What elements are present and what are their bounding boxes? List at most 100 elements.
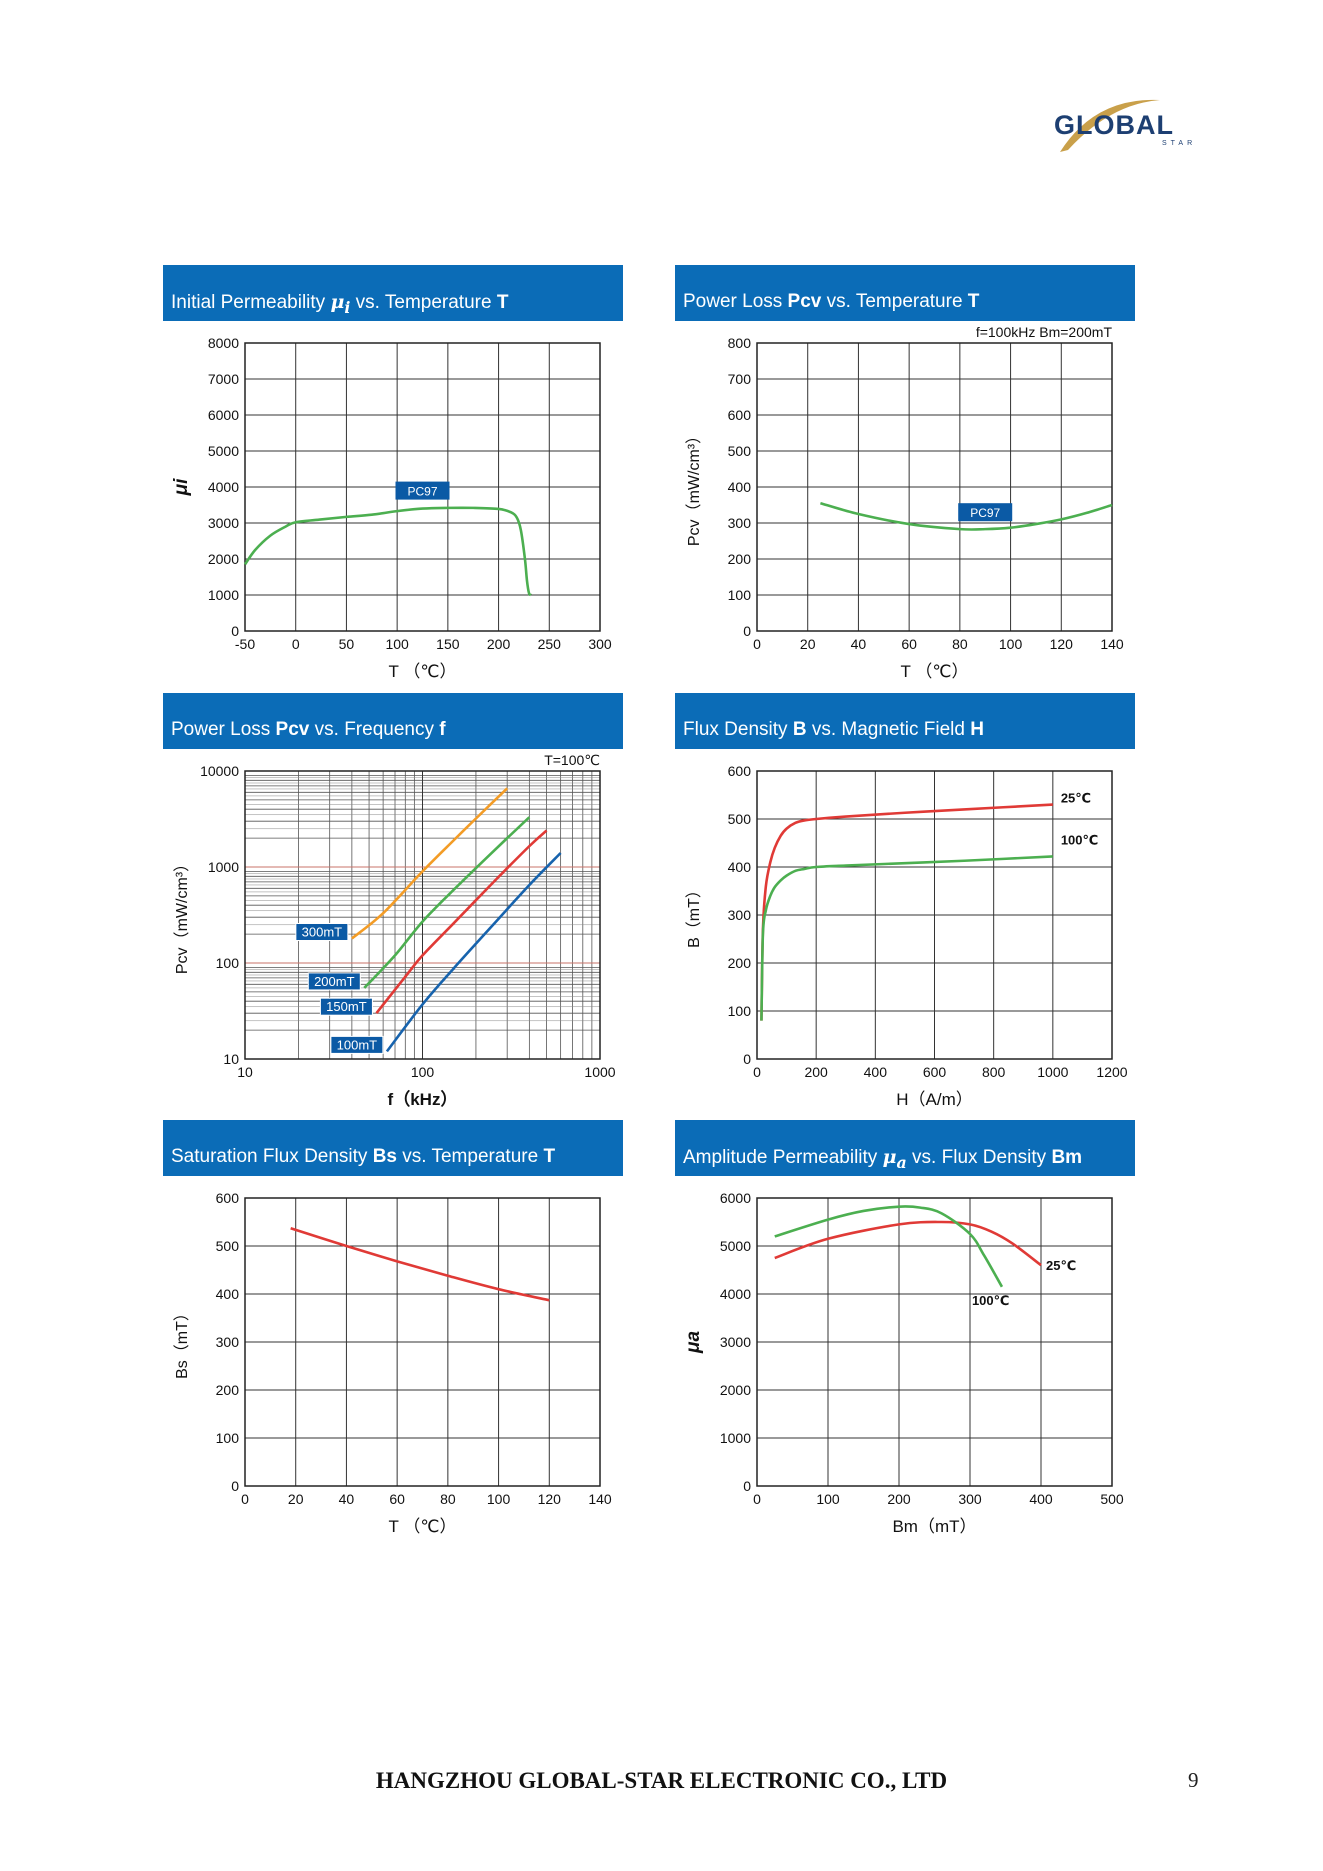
y-tick-label: 200 bbox=[728, 551, 752, 567]
plot-frame bbox=[244, 342, 601, 632]
chart-header: Saturation Flux Density Bs vs. Temperatu… bbox=[163, 1120, 623, 1176]
x-tick-label: 800 bbox=[982, 1064, 1006, 1080]
y-tick-label: 1000 bbox=[720, 1430, 751, 1446]
series-line-100 bbox=[760, 855, 1053, 1021]
x-tick-label: 100 bbox=[411, 1064, 435, 1080]
y-tick-label: 600 bbox=[216, 1190, 240, 1206]
chart-plot: 0 20 40 60 80 100 120 140 0 100 200 300 400 500 600 T （… bbox=[173, 1190, 612, 1536]
series-label: 25℃ bbox=[1046, 1258, 1076, 1273]
y-axis-label: B（mT） bbox=[685, 882, 703, 948]
x-tick-label: 0 bbox=[753, 1064, 761, 1080]
y-tick-label: 500 bbox=[728, 811, 752, 827]
y-axis-label: μi bbox=[171, 478, 192, 496]
y-axis-label: Pcv（mW/cm³） bbox=[173, 856, 191, 974]
series-line-100 bbox=[774, 1205, 1004, 1288]
x-tick-label: 40 bbox=[339, 1491, 355, 1507]
y-tick-label: 400 bbox=[216, 1286, 240, 1302]
series-line-200mT bbox=[363, 816, 531, 989]
series-label: 100mT bbox=[337, 1037, 378, 1052]
chart-plot: 0 20 40 60 80 100 120 140 0 100 200 300 400 500 600 700… bbox=[685, 324, 1124, 681]
y-tick-label: 0 bbox=[743, 1051, 751, 1067]
x-tick-label: 140 bbox=[1100, 636, 1124, 652]
y-tick-label: 800 bbox=[728, 335, 752, 351]
series-label: 100℃ bbox=[1061, 832, 1098, 847]
y-tick-label: 2000 bbox=[720, 1382, 751, 1398]
y-tick-label: 6000 bbox=[720, 1190, 751, 1206]
chart-panel-powerloss-frequency: Power Loss Pcv vs. Frequency f 10 100 1000… bbox=[163, 693, 623, 1113]
y-tick-label: 100 bbox=[216, 1430, 240, 1446]
chart-note: T=100℃ bbox=[544, 752, 600, 768]
x-tick-label: 400 bbox=[1029, 1491, 1053, 1507]
y-tick-label: 3000 bbox=[720, 1334, 751, 1350]
logo-subtext: STAR bbox=[1162, 140, 1197, 147]
footer-company-name: HANGZHOU GLOBAL-STAR ELECTRONIC CO., LTD bbox=[375, 1768, 948, 1793]
series-line-25 bbox=[774, 1220, 1042, 1267]
y-tick-label: 400 bbox=[728, 859, 752, 875]
x-tick-label: 120 bbox=[538, 1491, 562, 1507]
x-axis-label: T （℃） bbox=[901, 662, 969, 681]
chart-header: Amplitude Permeability μa vs. Flux Densi… bbox=[675, 1120, 1135, 1176]
series-label: 200mT bbox=[314, 974, 355, 989]
x-tick-label: 120 bbox=[1050, 636, 1074, 652]
y-tick-label: 100 bbox=[728, 587, 752, 603]
x-tick-label: 200 bbox=[487, 636, 511, 652]
y-tick-label: 500 bbox=[728, 443, 752, 459]
x-tick-label: 100 bbox=[816, 1491, 840, 1507]
logo-swoosh-icon bbox=[1060, 99, 1160, 152]
x-tick-label: 50 bbox=[339, 636, 355, 652]
x-tick-label: 10 bbox=[237, 1064, 253, 1080]
y-axis-label: μa bbox=[683, 1331, 704, 1354]
y-tick-label: 600 bbox=[728, 763, 752, 779]
y-tick-label: 0 bbox=[231, 623, 239, 639]
y-tick-label: 200 bbox=[728, 955, 752, 971]
grid bbox=[756, 770, 1113, 1060]
chart-title: Power Loss Pcv vs. Frequency f bbox=[171, 719, 446, 740]
x-tick-label: 100 bbox=[487, 1491, 511, 1507]
x-tick-label: 100 bbox=[999, 636, 1023, 652]
series-badge bbox=[295, 922, 349, 941]
chart-panel-powerloss-temperature: Power Loss Pcv vs. Temperature T 0 20 40 60… bbox=[675, 265, 1135, 685]
x-tick-label: 100 bbox=[385, 636, 409, 652]
series-badge bbox=[319, 997, 373, 1016]
y-tick-label: 700 bbox=[728, 371, 752, 387]
plot-frame bbox=[244, 770, 601, 1060]
x-tick-label: 200 bbox=[887, 1491, 911, 1507]
y-tick-label: 10000 bbox=[200, 763, 239, 779]
chart-note: f=100kHz Bm=200mT bbox=[976, 324, 1113, 340]
chart-panel-permeability-temperature: Initial Permeability μi vs. Temperature … bbox=[163, 265, 623, 685]
x-tick-label: 140 bbox=[588, 1491, 612, 1507]
y-tick-label: 600 bbox=[728, 407, 752, 423]
y-tick-label: 300 bbox=[728, 907, 752, 923]
x-tick-label: 80 bbox=[952, 636, 968, 652]
x-tick-label: 60 bbox=[901, 636, 917, 652]
chart-header: Power Loss Pcv vs. Frequency f bbox=[163, 693, 623, 749]
y-tick-label: 200 bbox=[216, 1382, 240, 1398]
material-badge-label: PC97 bbox=[407, 485, 437, 499]
x-tick-label: 300 bbox=[958, 1491, 982, 1507]
y-tick-label: 4000 bbox=[208, 479, 239, 495]
y-tick-label: 4000 bbox=[720, 1286, 751, 1302]
series-line-150mT bbox=[375, 829, 548, 1015]
logo-text: GLOBAL bbox=[1054, 110, 1174, 140]
y-tick-label: 500 bbox=[216, 1238, 240, 1254]
x-tick-label: 20 bbox=[288, 1491, 304, 1507]
page-number: 9 bbox=[1188, 1768, 1199, 1792]
material-badge bbox=[395, 481, 450, 500]
x-tick-label: 0 bbox=[292, 636, 300, 652]
plot-frame bbox=[244, 1197, 601, 1487]
x-tick-label: 0 bbox=[753, 1491, 761, 1507]
chart-title: Flux Density B vs. Magnetic Field H bbox=[683, 719, 984, 740]
y-tick-label: 5000 bbox=[208, 443, 239, 459]
company-logo: GLOBAL STAR bbox=[1040, 92, 1210, 162]
y-tick-label: 8000 bbox=[208, 335, 239, 351]
x-tick-label: 1000 bbox=[1037, 1064, 1068, 1080]
chart-plot: 10 100 1000 10 100 1000 10000 f（kHz） Pcv（mW/cm³）… bbox=[173, 752, 616, 1109]
x-tick-label: 60 bbox=[389, 1491, 405, 1507]
series-label: 300mT bbox=[302, 924, 343, 939]
y-tick-label: 0 bbox=[743, 1478, 751, 1494]
y-tick-label: 400 bbox=[728, 479, 752, 495]
grid bbox=[756, 1197, 1113, 1487]
grid bbox=[244, 1197, 601, 1487]
x-tick-label: 250 bbox=[538, 636, 562, 652]
x-tick-label: 1200 bbox=[1096, 1064, 1127, 1080]
